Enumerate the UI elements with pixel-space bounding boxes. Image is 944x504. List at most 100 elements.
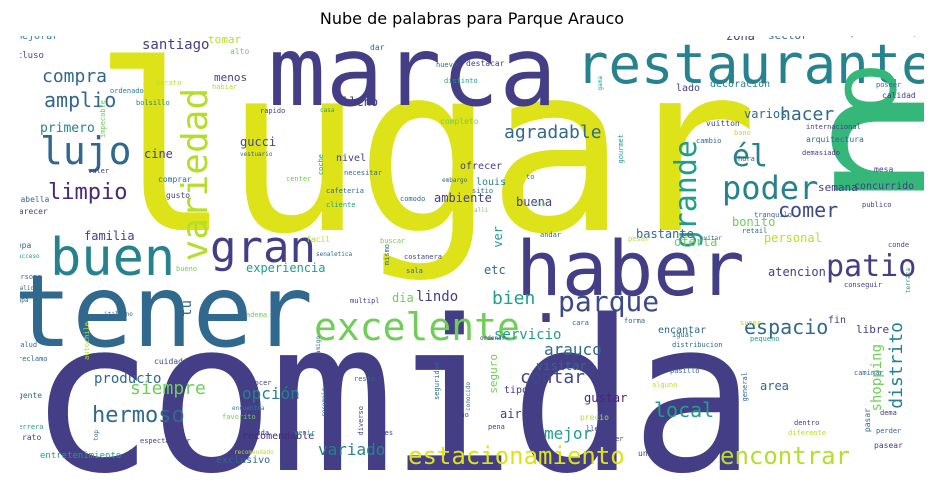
word-favorito: favorito bbox=[222, 413, 256, 421]
word-concurrido: concurrido bbox=[854, 181, 915, 192]
word-nino: nino bbox=[452, 411, 469, 419]
word-encantar: encantar bbox=[658, 325, 707, 336]
word-parecer: parecer bbox=[20, 207, 48, 216]
word-area: area bbox=[760, 379, 789, 393]
word-salud: salud bbox=[20, 341, 38, 349]
word-disfrutar: disfrutar bbox=[614, 36, 674, 37]
word-to: to bbox=[526, 173, 535, 181]
word-ver: ver bbox=[491, 226, 505, 248]
word-nivel: nivel bbox=[336, 153, 367, 164]
word-contar: contar bbox=[520, 367, 586, 388]
word-tranquilo: tranquilo bbox=[754, 211, 792, 219]
word-dot-glyph: . bbox=[528, 267, 565, 337]
word-alguno: alguno bbox=[652, 381, 678, 389]
word-falabella: falabella bbox=[20, 195, 50, 204]
word-terraza: terraza bbox=[905, 268, 912, 294]
word-buscar: buscar bbox=[380, 237, 406, 245]
word-alli: alli bbox=[474, 207, 489, 214]
word-mismo: mismo bbox=[383, 244, 391, 266]
word-italiano: italiano bbox=[104, 311, 133, 318]
word-lado: lado bbox=[676, 83, 701, 94]
word-ayuda: ayuda bbox=[248, 429, 270, 437]
word-lindo: lindo bbox=[416, 289, 459, 305]
word-herrera: herrera bbox=[20, 423, 44, 431]
word-personal: personal bbox=[764, 231, 822, 245]
word-espacio: espacio bbox=[744, 315, 829, 339]
word-tener: tener bbox=[20, 253, 314, 370]
word-opcion-acc: opción bbox=[242, 384, 300, 403]
word-recomendado: recomendado bbox=[234, 449, 274, 456]
word-restaurante: restaurante bbox=[576, 36, 924, 96]
word-mesa: mesa bbox=[874, 165, 894, 174]
word-sala: sala bbox=[406, 267, 423, 275]
word-gusto: gusto bbox=[166, 191, 191, 200]
word-conocer: conocer bbox=[242, 379, 272, 387]
word-semana: semana bbox=[818, 181, 858, 194]
word-marca: marca bbox=[268, 36, 557, 128]
word-diferente: diferente bbox=[788, 429, 826, 437]
word-exclusivo: exclusivo bbox=[216, 455, 271, 466]
word-igual: igual bbox=[672, 331, 694, 339]
word-conocido: conocido bbox=[465, 382, 472, 411]
word-excelente: excelente bbox=[314, 305, 520, 349]
word-atender: atender bbox=[594, 435, 624, 443]
word-top: top bbox=[93, 430, 100, 441]
word-compra: compra bbox=[42, 66, 108, 87]
word-necesitar: necesitar bbox=[344, 169, 382, 177]
word-vuitton: vuitton bbox=[706, 119, 740, 128]
word-nuevo: nuevo bbox=[436, 61, 458, 69]
word-mapa: mapa bbox=[20, 297, 29, 304]
word-parque: parque bbox=[558, 285, 660, 318]
word-lugar: lugar bbox=[92, 36, 758, 285]
word-cine: cine bbox=[144, 147, 173, 161]
word-decoracion: decoracion bbox=[710, 79, 771, 90]
word-gama: gama bbox=[597, 76, 604, 91]
word-gente: gente bbox=[20, 391, 43, 400]
word-arquitectura: arquitectura bbox=[806, 135, 864, 144]
word-espectacular: espectacular bbox=[140, 437, 191, 445]
word-limpio: limpio bbox=[48, 180, 128, 205]
word-arauco: arauco bbox=[544, 340, 602, 359]
word-agradable: agradable bbox=[504, 122, 602, 143]
word-internacional: internacional bbox=[806, 123, 861, 131]
word-lluvia: lluvia bbox=[524, 201, 546, 208]
word-distinto: distinto bbox=[444, 77, 478, 85]
word-hacer: hacer bbox=[780, 104, 835, 125]
word-multipl: multipl bbox=[350, 297, 380, 305]
word-adema: adema bbox=[246, 311, 268, 319]
word-bien: bien bbox=[492, 288, 536, 309]
word-rato: rato bbox=[22, 433, 42, 442]
word-mejorar: mejorar bbox=[20, 36, 59, 42]
word-ordenado: ordenado bbox=[110, 87, 144, 95]
word-poseer: poseer bbox=[876, 81, 902, 89]
word-calidad: calidad bbox=[882, 91, 916, 100]
word-super: super bbox=[740, 319, 762, 327]
word-kennedy: kennedy bbox=[888, 36, 918, 37]
word-andar: andar bbox=[540, 231, 562, 239]
word-incluso: incluso bbox=[20, 51, 44, 61]
word-bastante: bastante bbox=[636, 227, 694, 241]
word-variado: variado bbox=[318, 440, 386, 459]
word-valer: valer bbox=[88, 167, 110, 175]
word-tomar: tomar bbox=[208, 36, 242, 46]
word-aire: aire bbox=[500, 407, 529, 421]
word-buen: buen bbox=[50, 228, 176, 288]
word-seguridad: seguridad bbox=[433, 362, 441, 400]
word-varios: varios bbox=[744, 107, 788, 121]
word-general: general bbox=[741, 372, 749, 402]
word-casa: casa bbox=[320, 107, 335, 114]
word-cara: cara bbox=[572, 319, 589, 327]
word-lunes: lunes bbox=[372, 429, 394, 437]
word-libre: libre bbox=[856, 323, 890, 336]
word-rapido: rapido bbox=[260, 107, 286, 115]
word-mejor: mejor bbox=[544, 424, 593, 443]
word-llegar: llegar bbox=[586, 425, 612, 433]
word-experiencia: experiencia bbox=[246, 261, 326, 275]
word-santiago: santiago bbox=[142, 37, 210, 53]
word-gustar: gustar bbox=[584, 391, 628, 405]
word-sitio: sitio bbox=[472, 187, 494, 195]
word-tipo: tipo bbox=[504, 385, 529, 396]
word-distribucion: distribucion bbox=[672, 341, 723, 349]
word-etc: etc bbox=[484, 263, 506, 277]
word-amplio: amplio bbox=[44, 88, 117, 112]
